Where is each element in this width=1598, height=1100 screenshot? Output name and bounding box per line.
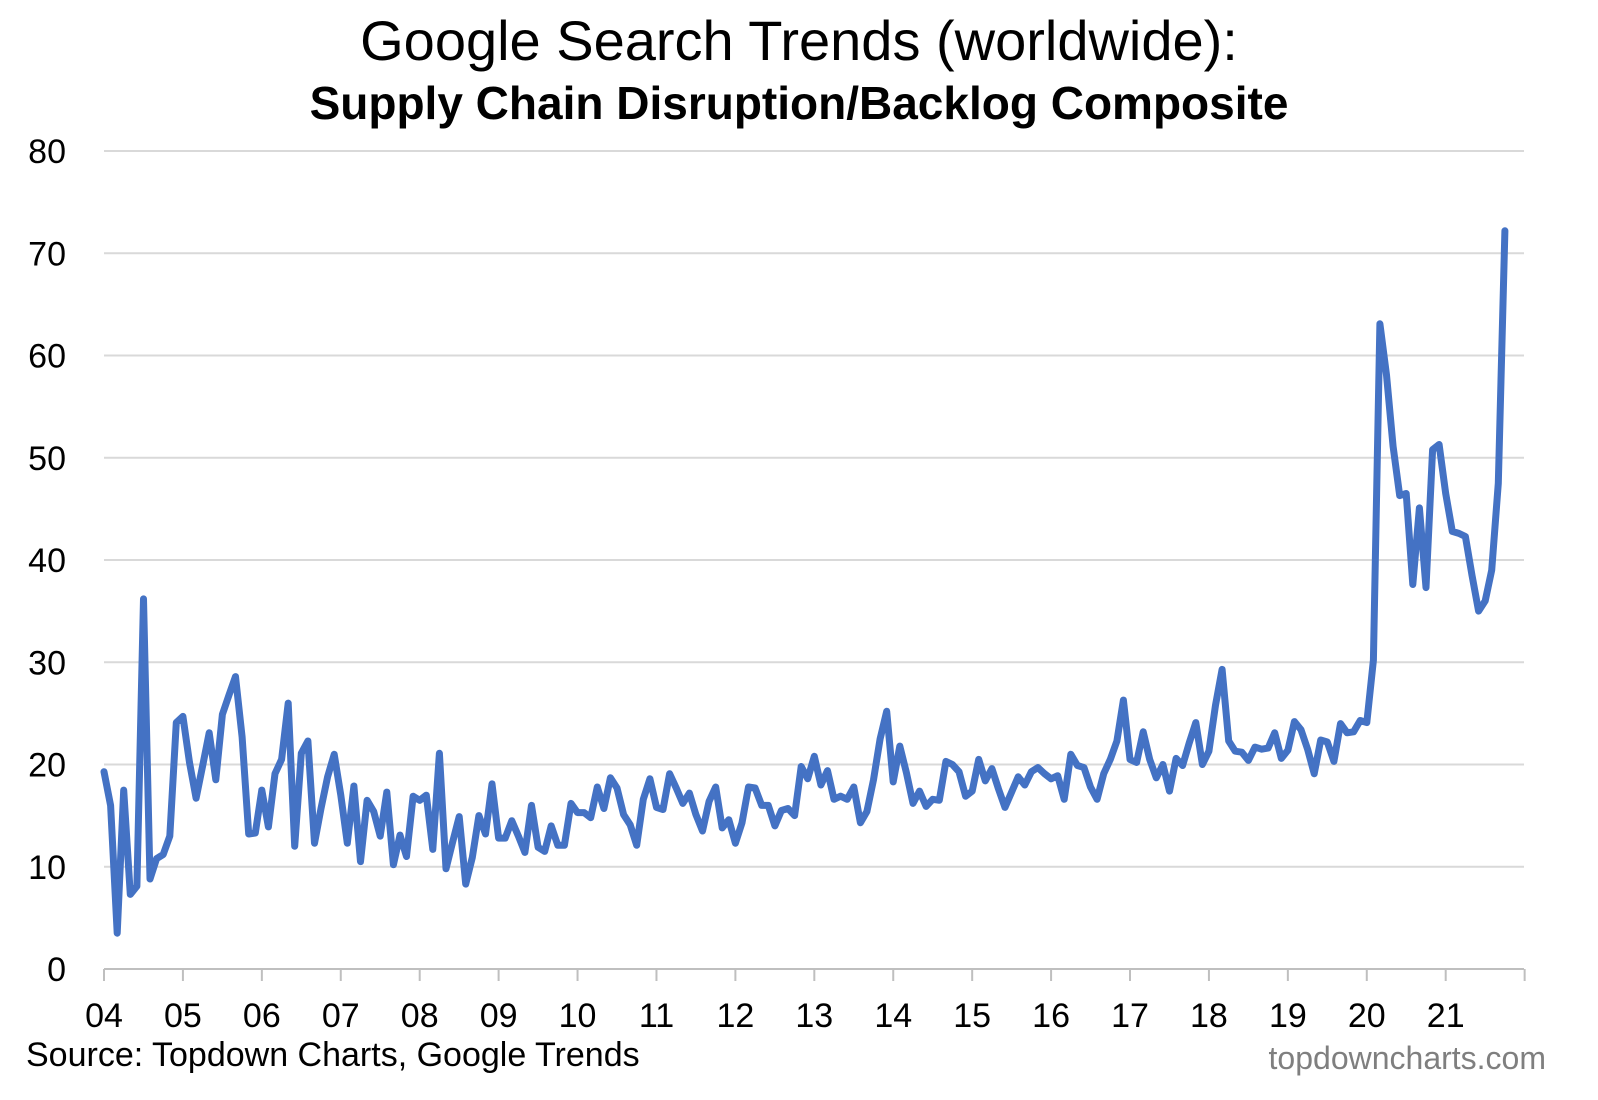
y-axis: 0 10 20 30 40 50 60 70 80: [28, 133, 66, 989]
x-tick-label: 21: [1427, 997, 1465, 1035]
chart-title: Google Search Trends (worldwide):: [360, 9, 1238, 72]
x-tick-label: 05: [164, 997, 202, 1035]
x-tick-label: 20: [1348, 997, 1386, 1035]
y-tick-label: 0: [47, 951, 66, 989]
x-tick-label: 08: [401, 997, 439, 1035]
y-tick-label: 40: [28, 542, 66, 580]
y-tick-label: 70: [28, 235, 66, 273]
y-tick-label: 20: [28, 747, 66, 785]
x-tick-label: 16: [1032, 997, 1070, 1035]
x-tick-label: 17: [1111, 997, 1149, 1035]
x-axis: 04 05 06 07 08 09 10 11 12 13 14 15 16 17 18 19 20 21: [85, 968, 1526, 1035]
x-tick-label: 13: [795, 997, 833, 1035]
x-tick-label: 18: [1190, 997, 1228, 1035]
x-tick-label: 07: [322, 997, 360, 1035]
series-line-0: [100, 227, 1509, 937]
x-tick-label: 19: [1269, 997, 1307, 1035]
y-tick-label: 80: [28, 133, 66, 171]
chart-subtitle: Supply Chain Disruption/Backlog Composit…: [309, 77, 1289, 129]
y-tick-label: 30: [28, 644, 66, 682]
x-tick-label: 06: [243, 997, 281, 1035]
x-tick-label: 04: [85, 997, 123, 1035]
series-layer: [100, 227, 1509, 937]
x-tick-label: 11: [639, 997, 674, 1035]
y-tick-label: 10: [28, 849, 66, 887]
x-tick-label: 09: [480, 997, 518, 1035]
source-note: Source: Topdown Charts, Google Trends: [26, 1036, 640, 1074]
x-tick-label: 15: [953, 997, 991, 1035]
credit-watermark: topdowncharts.com: [1268, 1040, 1546, 1076]
x-tick-label: 10: [559, 997, 597, 1035]
x-tick-label: 12: [716, 997, 754, 1035]
gridlines: [104, 150, 1524, 868]
y-tick-label: 50: [28, 440, 66, 478]
y-tick-label: 60: [28, 338, 66, 376]
x-tick-label: 14: [874, 997, 912, 1035]
